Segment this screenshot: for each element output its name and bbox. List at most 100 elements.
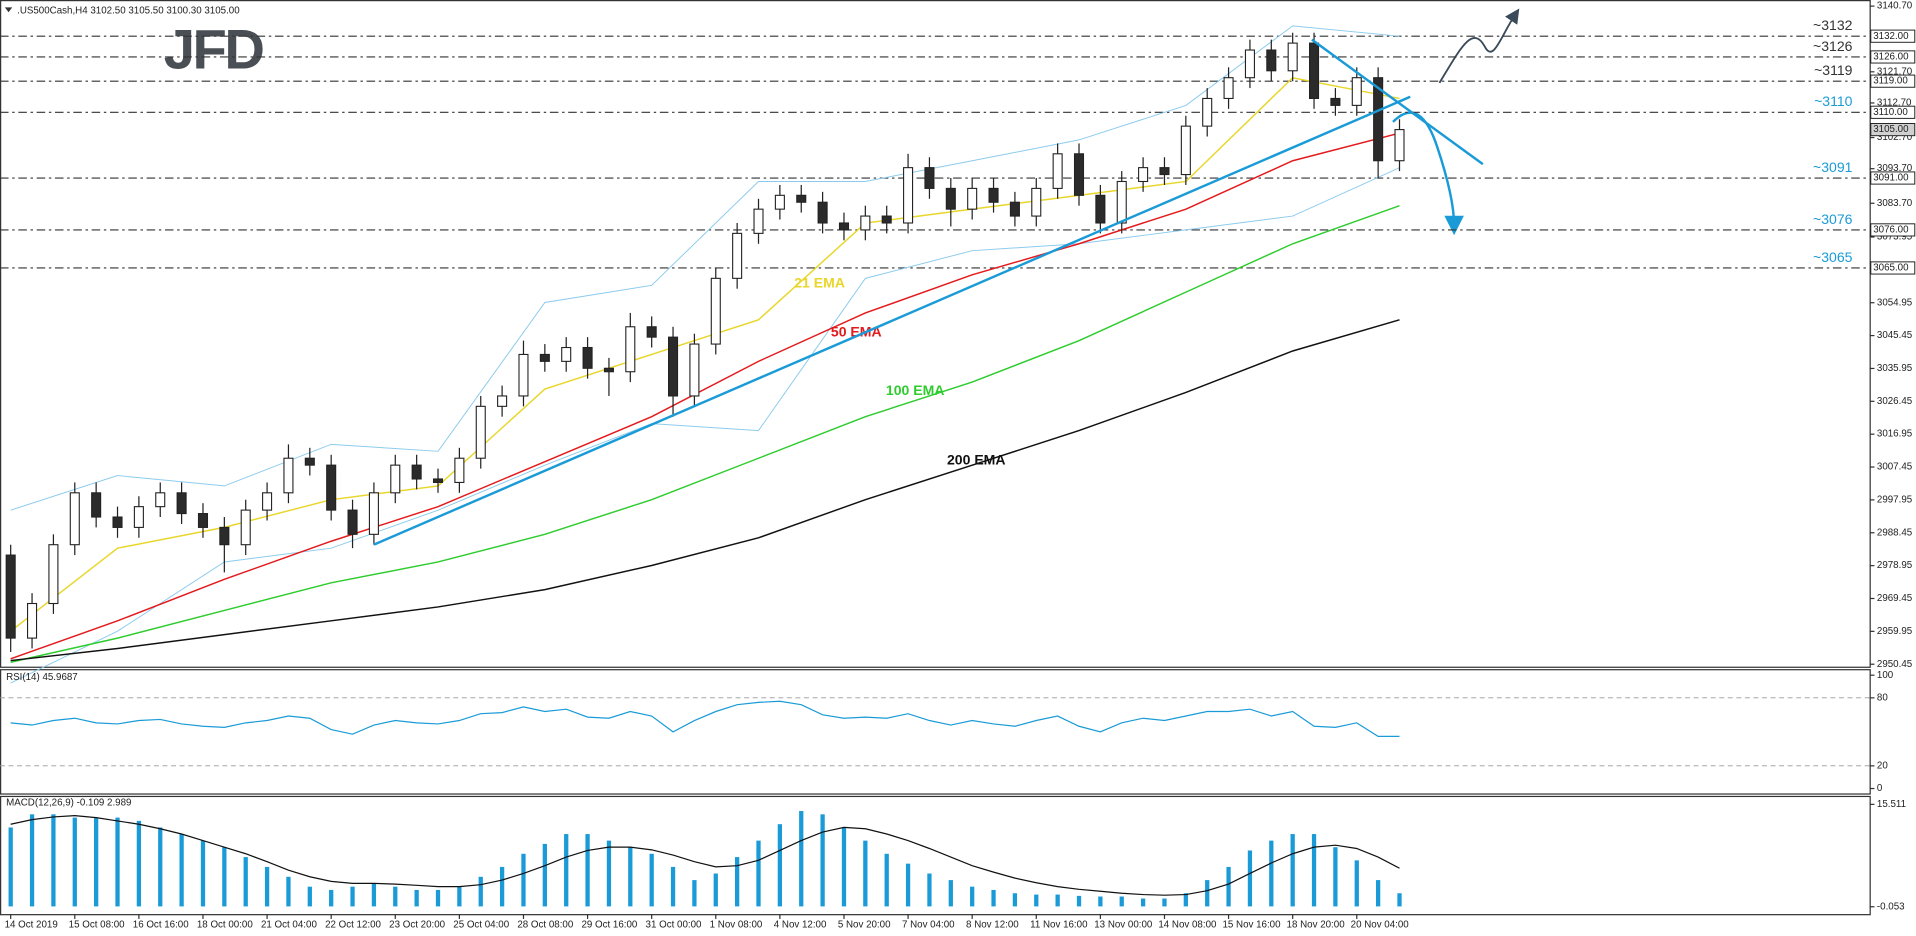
candle-body xyxy=(176,492,187,515)
candle-body xyxy=(262,492,273,511)
y-tick-label: 2969.45 xyxy=(1877,593,1913,604)
macd-bar xyxy=(970,886,975,907)
candle-body xyxy=(240,509,251,546)
macd-bar xyxy=(8,827,13,907)
price-box xyxy=(1870,74,1916,88)
y-tick-label: 3035.95 xyxy=(1877,363,1913,374)
x-tick-label: 8 Nov 12:00 xyxy=(966,920,1019,931)
macd-bar xyxy=(1076,895,1082,907)
price-box-label: 3076.00 xyxy=(1873,224,1909,235)
macd-bar xyxy=(1098,896,1103,907)
macd-bar xyxy=(585,834,590,907)
candle-body xyxy=(903,167,914,224)
x-tick-label: 14 Nov 08:00 xyxy=(1158,920,1217,931)
candle-body xyxy=(1073,153,1085,196)
candle-body xyxy=(881,215,892,224)
level-label: ~3091 xyxy=(1813,159,1853,175)
macd-bar xyxy=(371,883,377,907)
macd-bar xyxy=(1397,893,1402,907)
macd-bar xyxy=(1354,860,1359,907)
macd-bar xyxy=(179,834,184,907)
candle-body xyxy=(1116,180,1127,224)
bollinger-band xyxy=(10,167,1400,684)
candle-body xyxy=(539,353,550,362)
candle-body xyxy=(390,464,401,494)
macd-bar xyxy=(841,827,847,907)
y-tick-label: 2950.45 xyxy=(1877,659,1913,670)
candle-body xyxy=(1159,167,1170,176)
macd-bar xyxy=(1311,834,1317,907)
level-label: ~3076 xyxy=(1813,211,1853,227)
candle-body xyxy=(133,506,144,528)
candle-body xyxy=(27,602,38,639)
x-tick-label: 31 Oct 00:00 xyxy=(646,920,702,931)
macd-bar xyxy=(564,834,569,907)
price-box-label: 3091.00 xyxy=(1873,173,1909,184)
trend-line xyxy=(373,95,1411,546)
candle-body xyxy=(967,187,978,210)
price-box xyxy=(1870,29,1916,43)
macd-bar xyxy=(735,857,740,907)
x-tick-label: 22 Oct 12:00 xyxy=(325,920,381,931)
macd-bar xyxy=(414,889,419,907)
price-box xyxy=(1870,171,1916,185)
last-price-box xyxy=(1870,123,1916,137)
y-tick-label: 3026.45 xyxy=(1877,396,1913,407)
ema-line xyxy=(10,319,1400,662)
y-tick-label: 3054.95 xyxy=(1877,297,1913,308)
y-tick-label: 3102.70 xyxy=(1877,132,1913,143)
y-tick-label: 2997.95 xyxy=(1877,494,1913,505)
x-tick-label: 1 Nov 08:00 xyxy=(710,920,763,931)
price-box-label: 3110.00 xyxy=(1873,107,1908,118)
x-tick-label: 7 Nov 04:00 xyxy=(902,920,955,931)
y-tick-label: 3045.45 xyxy=(1877,330,1913,341)
bollinger-band xyxy=(10,25,1400,511)
candle-body xyxy=(924,167,935,189)
macd-bar xyxy=(435,889,441,907)
macd-bar xyxy=(29,814,35,907)
rsi-panel-frame xyxy=(0,669,1871,795)
ema-label: 50 EMA xyxy=(831,323,882,339)
macd-bar xyxy=(1226,866,1231,907)
level-label: ~3119 xyxy=(1814,62,1853,78)
macd-bar xyxy=(264,866,270,907)
x-tick-label: 29 Oct 16:00 xyxy=(581,920,637,931)
candle-body xyxy=(625,326,636,373)
macd-bar xyxy=(136,820,142,907)
candle-body xyxy=(796,194,807,203)
y-tick-label: 3112.70 xyxy=(1877,98,1912,109)
signal-line xyxy=(10,814,1400,896)
y-tick-label: 15.511 xyxy=(1877,799,1906,810)
macd-bar xyxy=(756,840,761,907)
x-tick-label: 14 Oct 2019 xyxy=(5,920,58,931)
candle-body xyxy=(432,478,444,483)
candle-body xyxy=(1309,42,1320,100)
rsi-line xyxy=(10,700,1400,737)
y-tick-label: 2978.95 xyxy=(1877,560,1913,571)
macd-bar xyxy=(1012,893,1018,907)
macd-bar xyxy=(863,840,868,907)
candle-body xyxy=(283,457,294,494)
price-box-label: 3126.00 xyxy=(1873,52,1909,63)
candle-body xyxy=(732,232,743,279)
x-tick-label: 23 Oct 20:00 xyxy=(389,920,445,931)
candle-body xyxy=(368,492,379,535)
macd-bar xyxy=(692,880,697,907)
last-price-label: 3105.00 xyxy=(1873,124,1909,135)
logo: JFD xyxy=(164,18,264,81)
candle-body xyxy=(326,464,337,511)
macd-bar xyxy=(307,886,312,907)
y-tick-label: 20 xyxy=(1877,760,1888,771)
ema-line xyxy=(10,205,1400,663)
y-tick-label: 3121.70 xyxy=(1877,66,1913,77)
candle-body xyxy=(112,516,123,528)
menu-arrow[interactable] xyxy=(4,7,13,13)
macd-bar xyxy=(329,889,334,907)
macd-bar xyxy=(1183,893,1188,907)
price-panel-frame xyxy=(0,0,1871,668)
macd-bar xyxy=(200,840,206,907)
candle-body xyxy=(1373,77,1384,162)
candle-body xyxy=(1394,129,1405,162)
candle-body xyxy=(988,187,999,203)
